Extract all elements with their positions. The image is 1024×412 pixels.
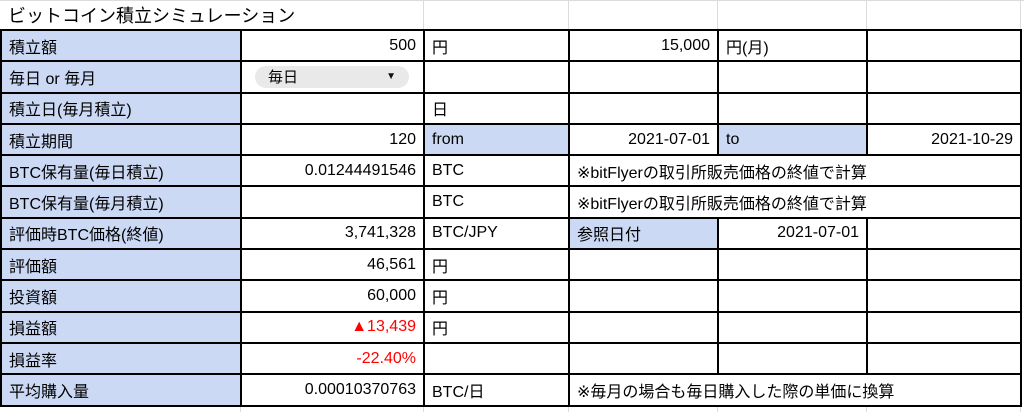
cell-daily-or-monthly-dropdown: 毎日 ▼ [240, 60, 425, 94]
label-period-from[interactable]: from [423, 122, 570, 157]
value-average-purchase-volume[interactable]: 0.00010370763 [240, 373, 425, 407]
value-btc-price-at-valuation[interactable]: 3,741,328 [240, 216, 425, 251]
row-contribution-period: 積立期間 120 from 2021-07-01 to 2021-10-29 [0, 122, 1022, 157]
label-period-to[interactable]: to [717, 122, 868, 157]
value-period-from-date[interactable]: 2021-07-01 [568, 122, 719, 157]
value-contribution-period[interactable]: 120 [240, 122, 425, 157]
row-profit-loss-rate: 損益率 -22.40% [0, 341, 1022, 376]
cell-empty[interactable] [568, 310, 719, 344]
row-average-purchase-volume: 平均購入量 0.00010370763 BTC/日 ※毎月の場合も毎日購入した際… [0, 373, 1022, 407]
value-reference-date[interactable]: 2021-07-01 [717, 216, 868, 251]
cell-empty[interactable] [717, 279, 868, 313]
cell-empty[interactable] [717, 60, 868, 94]
gridline [568, 407, 569, 412]
cell-empty[interactable] [423, 341, 570, 376]
cell-empty[interactable] [717, 310, 868, 344]
label-profit-loss-amount[interactable]: 損益額 [0, 310, 242, 344]
note-average-purchase-volume[interactable]: ※毎月の場合も毎日購入した際の単価に換算 [568, 373, 1022, 407]
label-invested-amount[interactable]: 投資額 [0, 279, 242, 313]
row-profit-loss-amount: 損益額 ▲13,439 円 [0, 310, 1022, 344]
cell-empty[interactable] [866, 216, 1022, 251]
chevron-down-icon: ▼ [386, 70, 396, 82]
cell-empty[interactable] [866, 310, 1022, 344]
cell-empty[interactable] [866, 91, 1022, 125]
label-contribution-amount[interactable]: 積立額 [0, 28, 242, 63]
cell-empty[interactable] [717, 341, 868, 376]
cell-empty[interactable] [866, 60, 1022, 94]
gridline [423, 1, 424, 31]
unit-average-purchase-volume[interactable]: BTC/日 [423, 373, 570, 407]
value-profit-loss-amount[interactable]: ▲13,439 [240, 310, 425, 344]
simulation-table: 積立額 500 円 15,000 円(月) 毎日 or 毎月 毎日 ▼ [0, 28, 1022, 407]
unit-btc-holdings-monthly[interactable]: BTC [423, 185, 570, 219]
unit-valuation-amount[interactable]: 円 [423, 248, 570, 282]
label-valuation-amount[interactable]: 評価額 [0, 248, 242, 282]
label-btc-holdings-daily[interactable]: BTC保有量(毎日積立) [0, 154, 242, 188]
value-btc-holdings-monthly[interactable] [240, 185, 425, 219]
sheet-title[interactable]: ビットコイン積立シミュレーション [8, 6, 296, 26]
unit-invested-amount[interactable]: 円 [423, 279, 570, 313]
value-contribution-amount-daily[interactable]: 500 [240, 28, 425, 63]
unit-contribution-day[interactable]: 日 [423, 91, 570, 125]
unit-contribution-amount-daily[interactable]: 円 [423, 28, 570, 63]
gridline [1020, 1, 1021, 31]
unit-profit-loss-amount[interactable]: 円 [423, 310, 570, 344]
label-reference-date[interactable]: 参照日付 [568, 216, 719, 251]
gridline [866, 407, 867, 412]
unit-btc-price-at-valuation[interactable]: BTC/JPY [423, 216, 570, 251]
gridline [1020, 407, 1021, 412]
row-btc-holdings-daily: BTC保有量(毎日積立) 0.01244491546 BTC ※bitFlyer… [0, 154, 1022, 188]
row-daily-or-monthly: 毎日 or 毎月 毎日 ▼ [0, 60, 1022, 94]
gridline [717, 1, 718, 31]
label-profit-loss-rate[interactable]: 損益率 [0, 341, 242, 376]
value-invested-amount[interactable]: 60,000 [240, 279, 425, 313]
unit-btc-holdings-daily[interactable]: BTC [423, 154, 570, 188]
cell-empty[interactable] [568, 279, 719, 313]
cell-empty[interactable] [568, 91, 719, 125]
row-btc-holdings-monthly: BTC保有量(毎月積立) BTC ※bitFlyerの取引所販売価格の終値で計算 [0, 185, 1022, 219]
gridline [568, 1, 569, 31]
cell-empty[interactable] [866, 279, 1022, 313]
value-btc-holdings-daily[interactable]: 0.01244491546 [240, 154, 425, 188]
cell-empty[interactable] [866, 341, 1022, 376]
value-contribution-day[interactable] [240, 91, 425, 125]
label-daily-or-monthly[interactable]: 毎日 or 毎月 [0, 60, 242, 94]
label-btc-holdings-monthly[interactable]: BTC保有量(毎月積立) [0, 185, 242, 219]
label-btc-price-at-valuation[interactable]: 評価時BTC価格(終値) [0, 216, 242, 251]
value-period-to-date[interactable]: 2021-10-29 [866, 122, 1022, 157]
value-profit-loss-rate[interactable]: -22.40% [240, 341, 425, 376]
label-contribution-day[interactable]: 積立日(毎月積立) [0, 91, 242, 125]
cell-empty[interactable] [866, 248, 1022, 282]
gridline [240, 407, 241, 412]
cell-empty[interactable] [568, 341, 719, 376]
gridline [717, 407, 718, 412]
daily-monthly-dropdown[interactable]: 毎日 ▼ [255, 65, 409, 88]
dropdown-selected-value: 毎日 [268, 69, 299, 87]
label-contribution-period[interactable]: 積立期間 [0, 122, 242, 157]
cell-empty[interactable] [717, 248, 868, 282]
row-valuation-amount: 評価額 46,561 円 [0, 248, 1022, 282]
cell-empty[interactable] [568, 60, 719, 94]
row-invested-amount: 投資額 60,000 円 [0, 279, 1022, 313]
row-btc-price-at-valuation: 評価時BTC価格(終値) 3,741,328 BTC/JPY 参照日付 2021… [0, 216, 1022, 251]
unit-contribution-amount-monthly[interactable]: 円(月) [717, 28, 868, 63]
gridline [423, 407, 424, 412]
value-valuation-amount[interactable]: 46,561 [240, 248, 425, 282]
title-row: ビットコイン積立シミュレーション [0, 0, 1024, 31]
note-btc-holdings-monthly[interactable]: ※bitFlyerの取引所販売価格の終値で計算 [568, 185, 1022, 219]
cell-empty[interactable] [866, 28, 1022, 63]
row-contribution-day: 積立日(毎月積立) 日 [0, 91, 1022, 125]
label-average-purchase-volume[interactable]: 平均購入量 [0, 373, 242, 407]
row-contribution-amount: 積立額 500 円 15,000 円(月) [0, 28, 1022, 63]
value-contribution-amount-monthly[interactable]: 15,000 [568, 28, 719, 63]
cell-empty[interactable] [423, 60, 570, 94]
bottom-partial-row [0, 407, 1024, 412]
cell-empty[interactable] [568, 248, 719, 282]
note-btc-holdings-daily[interactable]: ※bitFlyerの取引所販売価格の終値で計算 [568, 154, 1022, 188]
gridline [866, 1, 867, 31]
cell-empty[interactable] [717, 91, 868, 125]
